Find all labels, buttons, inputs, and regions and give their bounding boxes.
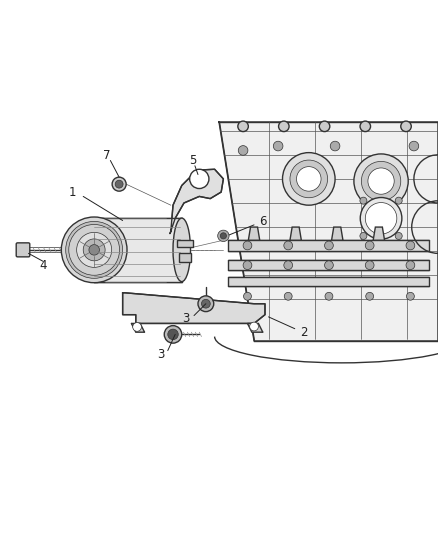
Circle shape [365, 241, 374, 250]
Circle shape [406, 241, 415, 250]
Circle shape [133, 322, 141, 332]
Polygon shape [228, 260, 429, 270]
Circle shape [360, 197, 367, 204]
Circle shape [366, 292, 374, 300]
Circle shape [297, 167, 321, 191]
Circle shape [284, 292, 292, 300]
Circle shape [361, 161, 401, 201]
Circle shape [319, 121, 330, 132]
Circle shape [250, 322, 258, 331]
Circle shape [330, 141, 340, 151]
Polygon shape [170, 169, 223, 233]
Polygon shape [373, 227, 385, 240]
Text: 3: 3 [183, 312, 190, 325]
Circle shape [61, 217, 127, 282]
Circle shape [273, 141, 283, 151]
Circle shape [77, 232, 112, 268]
Circle shape [284, 241, 293, 250]
Circle shape [284, 261, 293, 270]
Polygon shape [248, 227, 260, 240]
Text: 6: 6 [259, 215, 267, 228]
Circle shape [243, 241, 252, 250]
Circle shape [218, 230, 229, 241]
Circle shape [115, 180, 123, 188]
Polygon shape [290, 227, 301, 240]
Circle shape [360, 121, 371, 132]
Circle shape [279, 121, 289, 132]
Circle shape [360, 232, 367, 239]
Circle shape [190, 169, 209, 189]
Circle shape [409, 141, 419, 151]
Polygon shape [123, 293, 265, 324]
Circle shape [406, 292, 414, 300]
Text: 5: 5 [189, 154, 196, 167]
Circle shape [395, 232, 402, 239]
Text: 3: 3 [158, 349, 165, 361]
Circle shape [238, 121, 248, 132]
Circle shape [198, 296, 214, 312]
Circle shape [243, 261, 252, 270]
Circle shape [406, 261, 415, 270]
Circle shape [201, 300, 210, 308]
Circle shape [164, 326, 182, 343]
Circle shape [112, 177, 126, 191]
Circle shape [325, 241, 333, 250]
Polygon shape [247, 324, 263, 332]
Text: 7: 7 [102, 149, 110, 162]
Circle shape [244, 292, 251, 300]
Polygon shape [228, 240, 429, 251]
Circle shape [395, 197, 402, 204]
Text: 4: 4 [39, 259, 47, 272]
Circle shape [69, 224, 120, 275]
Ellipse shape [360, 198, 402, 239]
Text: 2: 2 [300, 326, 307, 338]
Circle shape [401, 121, 411, 132]
Circle shape [368, 168, 394, 194]
Circle shape [238, 146, 248, 155]
Circle shape [89, 245, 99, 255]
FancyBboxPatch shape [16, 243, 30, 257]
Circle shape [83, 239, 105, 261]
Polygon shape [94, 219, 182, 282]
Circle shape [325, 292, 333, 300]
Polygon shape [332, 227, 343, 240]
Polygon shape [131, 324, 145, 332]
Circle shape [365, 261, 374, 270]
Ellipse shape [173, 218, 191, 281]
Polygon shape [177, 240, 193, 247]
Polygon shape [179, 253, 191, 262]
Text: 1: 1 [68, 187, 76, 199]
Polygon shape [219, 122, 438, 341]
Circle shape [220, 233, 226, 239]
Circle shape [168, 329, 178, 340]
Ellipse shape [365, 203, 397, 234]
Polygon shape [228, 278, 429, 286]
Circle shape [290, 160, 328, 198]
Circle shape [325, 261, 333, 270]
Circle shape [354, 154, 408, 208]
Circle shape [66, 221, 123, 278]
Circle shape [283, 152, 335, 205]
